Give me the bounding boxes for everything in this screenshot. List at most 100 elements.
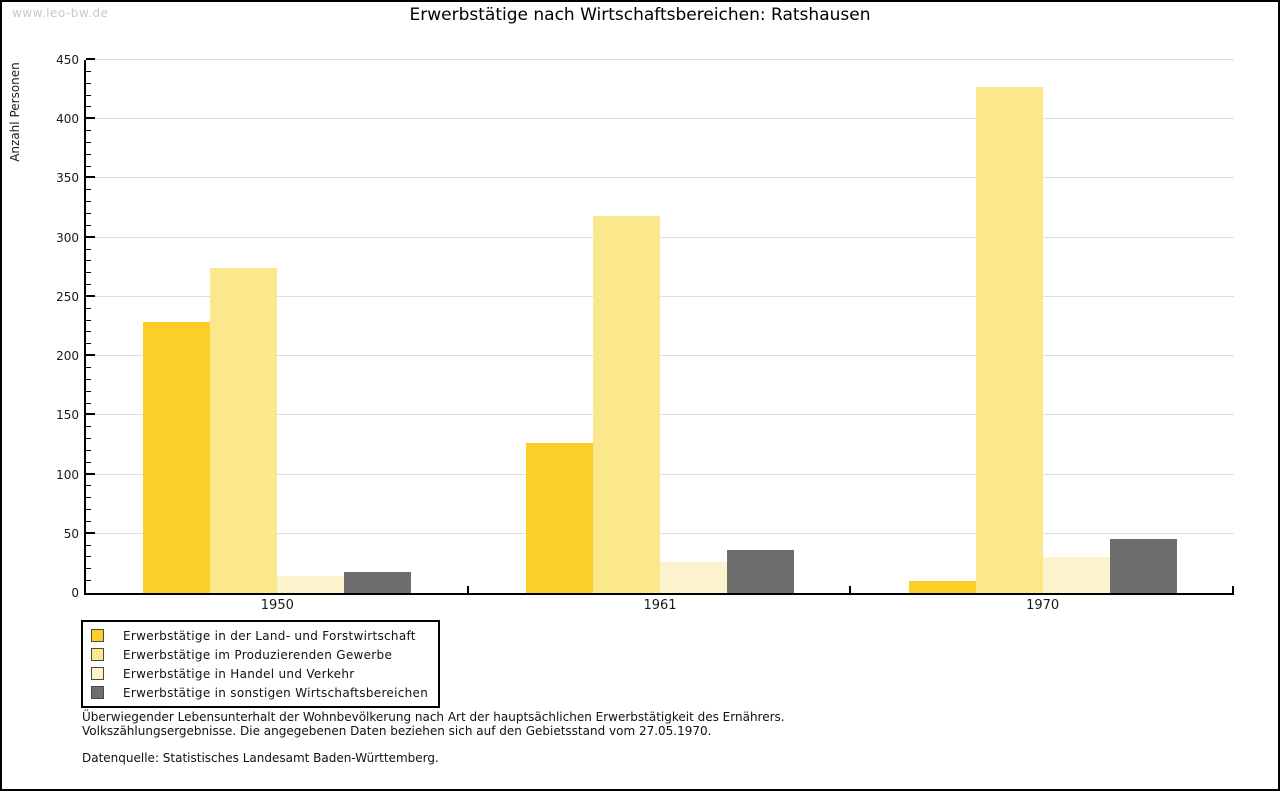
y-minor-tick xyxy=(86,70,91,72)
y-minor-tick xyxy=(86,106,91,108)
legend-item: Erwerbstätige in sonstigen Wirtschaftsbe… xyxy=(91,683,428,702)
y-minor-tick xyxy=(86,390,91,392)
y-minor-tick xyxy=(86,130,91,132)
bar xyxy=(344,571,412,593)
y-major-tick xyxy=(86,354,95,357)
y-tick-label: 100 xyxy=(56,467,79,482)
bar xyxy=(1109,538,1177,593)
legend-item: Erwerbstätige in der Land- und Forstwirt… xyxy=(91,626,428,645)
y-major-tick xyxy=(86,472,95,475)
y-tick-label: 150 xyxy=(56,408,79,423)
y-tick-label: 450 xyxy=(56,53,79,67)
y-minor-tick xyxy=(86,402,91,404)
gridline xyxy=(86,532,1234,534)
y-minor-tick xyxy=(86,141,91,143)
y-minor-tick xyxy=(86,82,91,84)
y-minor-tick xyxy=(86,331,91,333)
y-minor-tick xyxy=(86,449,91,451)
y-minor-tick xyxy=(86,260,91,262)
gridline xyxy=(86,295,1234,297)
y-major-tick xyxy=(86,235,95,238)
y-minor-tick xyxy=(86,497,91,499)
y-major-tick xyxy=(86,58,95,60)
y-minor-tick xyxy=(86,189,91,191)
y-minor-tick xyxy=(86,556,91,558)
bar xyxy=(526,442,593,593)
gridline xyxy=(86,355,1234,357)
x-tick-label: 1970 xyxy=(1026,598,1060,613)
y-major-tick xyxy=(86,531,95,534)
gridline xyxy=(86,177,1234,179)
x-tick-label: 1961 xyxy=(643,598,677,613)
y-minor-tick xyxy=(86,366,91,368)
y-minor-tick xyxy=(86,165,91,167)
legend-label: Erwerbstätige in der Land- und Forstwirt… xyxy=(123,628,416,643)
legend-label: Erwerbstätige in Handel und Verkehr xyxy=(123,666,355,681)
bar xyxy=(908,581,976,593)
y-minor-tick xyxy=(86,438,91,440)
legend-swatch-sonstige-wirtschaftsbereiche xyxy=(91,686,104,699)
y-tick-label: 350 xyxy=(56,171,79,186)
y-major-tick xyxy=(86,176,95,179)
legend-swatch-land-forstwirtschaft xyxy=(91,629,104,642)
y-minor-tick xyxy=(86,307,91,309)
legend-item: Erwerbstätige im Produzierenden Gewerbe xyxy=(91,645,428,664)
y-minor-tick xyxy=(86,520,91,522)
y-major-tick xyxy=(86,117,95,120)
x-axis-tick xyxy=(1232,586,1234,593)
y-minor-tick xyxy=(86,201,91,203)
gridline xyxy=(86,59,1234,60)
y-minor-tick xyxy=(86,509,91,511)
y-minor-tick xyxy=(86,94,91,96)
y-tick-label: 400 xyxy=(56,112,79,127)
bar xyxy=(660,562,727,593)
y-tick-label: 300 xyxy=(56,230,79,245)
legend-label: Erwerbstätige im Produzierenden Gewerbe xyxy=(123,647,393,662)
y-major-tick xyxy=(86,413,95,416)
y-minor-tick xyxy=(86,343,91,345)
y-minor-tick xyxy=(86,544,91,546)
y-minor-tick xyxy=(86,580,91,582)
y-major-tick xyxy=(86,294,95,297)
chart-title: Erwerbstätige nach Wirtschaftsbereichen:… xyxy=(409,5,871,25)
bar xyxy=(593,216,660,593)
bar xyxy=(277,576,345,593)
y-tick-label: 50 xyxy=(63,526,79,541)
legend-swatch-produzierendes-gewerbe xyxy=(91,648,104,661)
y-minor-tick xyxy=(86,248,91,250)
legend: Erwerbstätige in der Land- und Forstwirt… xyxy=(81,620,441,708)
legend-item: Erwerbstätige in Handel und Verkehr xyxy=(91,664,428,683)
plot-area: 0 50 100 150 200 250 300 350 400 450 1950 1961 1970 xyxy=(56,53,1234,613)
y-minor-tick xyxy=(86,426,91,428)
bar xyxy=(210,268,278,593)
y-minor-tick xyxy=(86,284,91,286)
bar xyxy=(143,321,211,593)
y-minor-tick xyxy=(86,224,91,226)
y-minor-tick xyxy=(86,319,91,321)
bar xyxy=(1042,557,1110,593)
y-minor-tick xyxy=(86,568,91,570)
y-minor-tick xyxy=(86,272,91,274)
y-minor-tick xyxy=(86,461,91,463)
y-axis-title: Anzahl Personen xyxy=(8,62,22,162)
x-axis-tick xyxy=(849,586,852,593)
y-minor-tick xyxy=(86,378,91,380)
x-axis-tick xyxy=(466,586,469,593)
y-tick-label: 250 xyxy=(56,289,79,304)
bar xyxy=(727,550,794,593)
gridline xyxy=(86,118,1234,120)
watermark-leo-bw: www.leo-bw.de xyxy=(12,6,109,20)
y-tick-label: 200 xyxy=(56,349,79,364)
legend-swatch-handel-verkehr xyxy=(91,667,104,680)
gridline xyxy=(86,473,1234,475)
y-minor-tick xyxy=(86,212,91,214)
footnote: Überwiegender Lebensunterhalt der Wohnbe… xyxy=(82,710,785,765)
gridline xyxy=(86,414,1234,416)
bar xyxy=(975,87,1043,593)
y-tick-label: 0 xyxy=(71,586,79,600)
footnote-line-2: Volkszählungsergebnisse. Die angegebenen… xyxy=(82,724,712,738)
legend-label: Erwerbstätige in sonstigen Wirtschaftsbe… xyxy=(123,685,429,700)
data-source: Datenquelle: Statistisches Landesamt Bad… xyxy=(82,751,439,765)
x-tick-label: 1950 xyxy=(260,598,294,613)
